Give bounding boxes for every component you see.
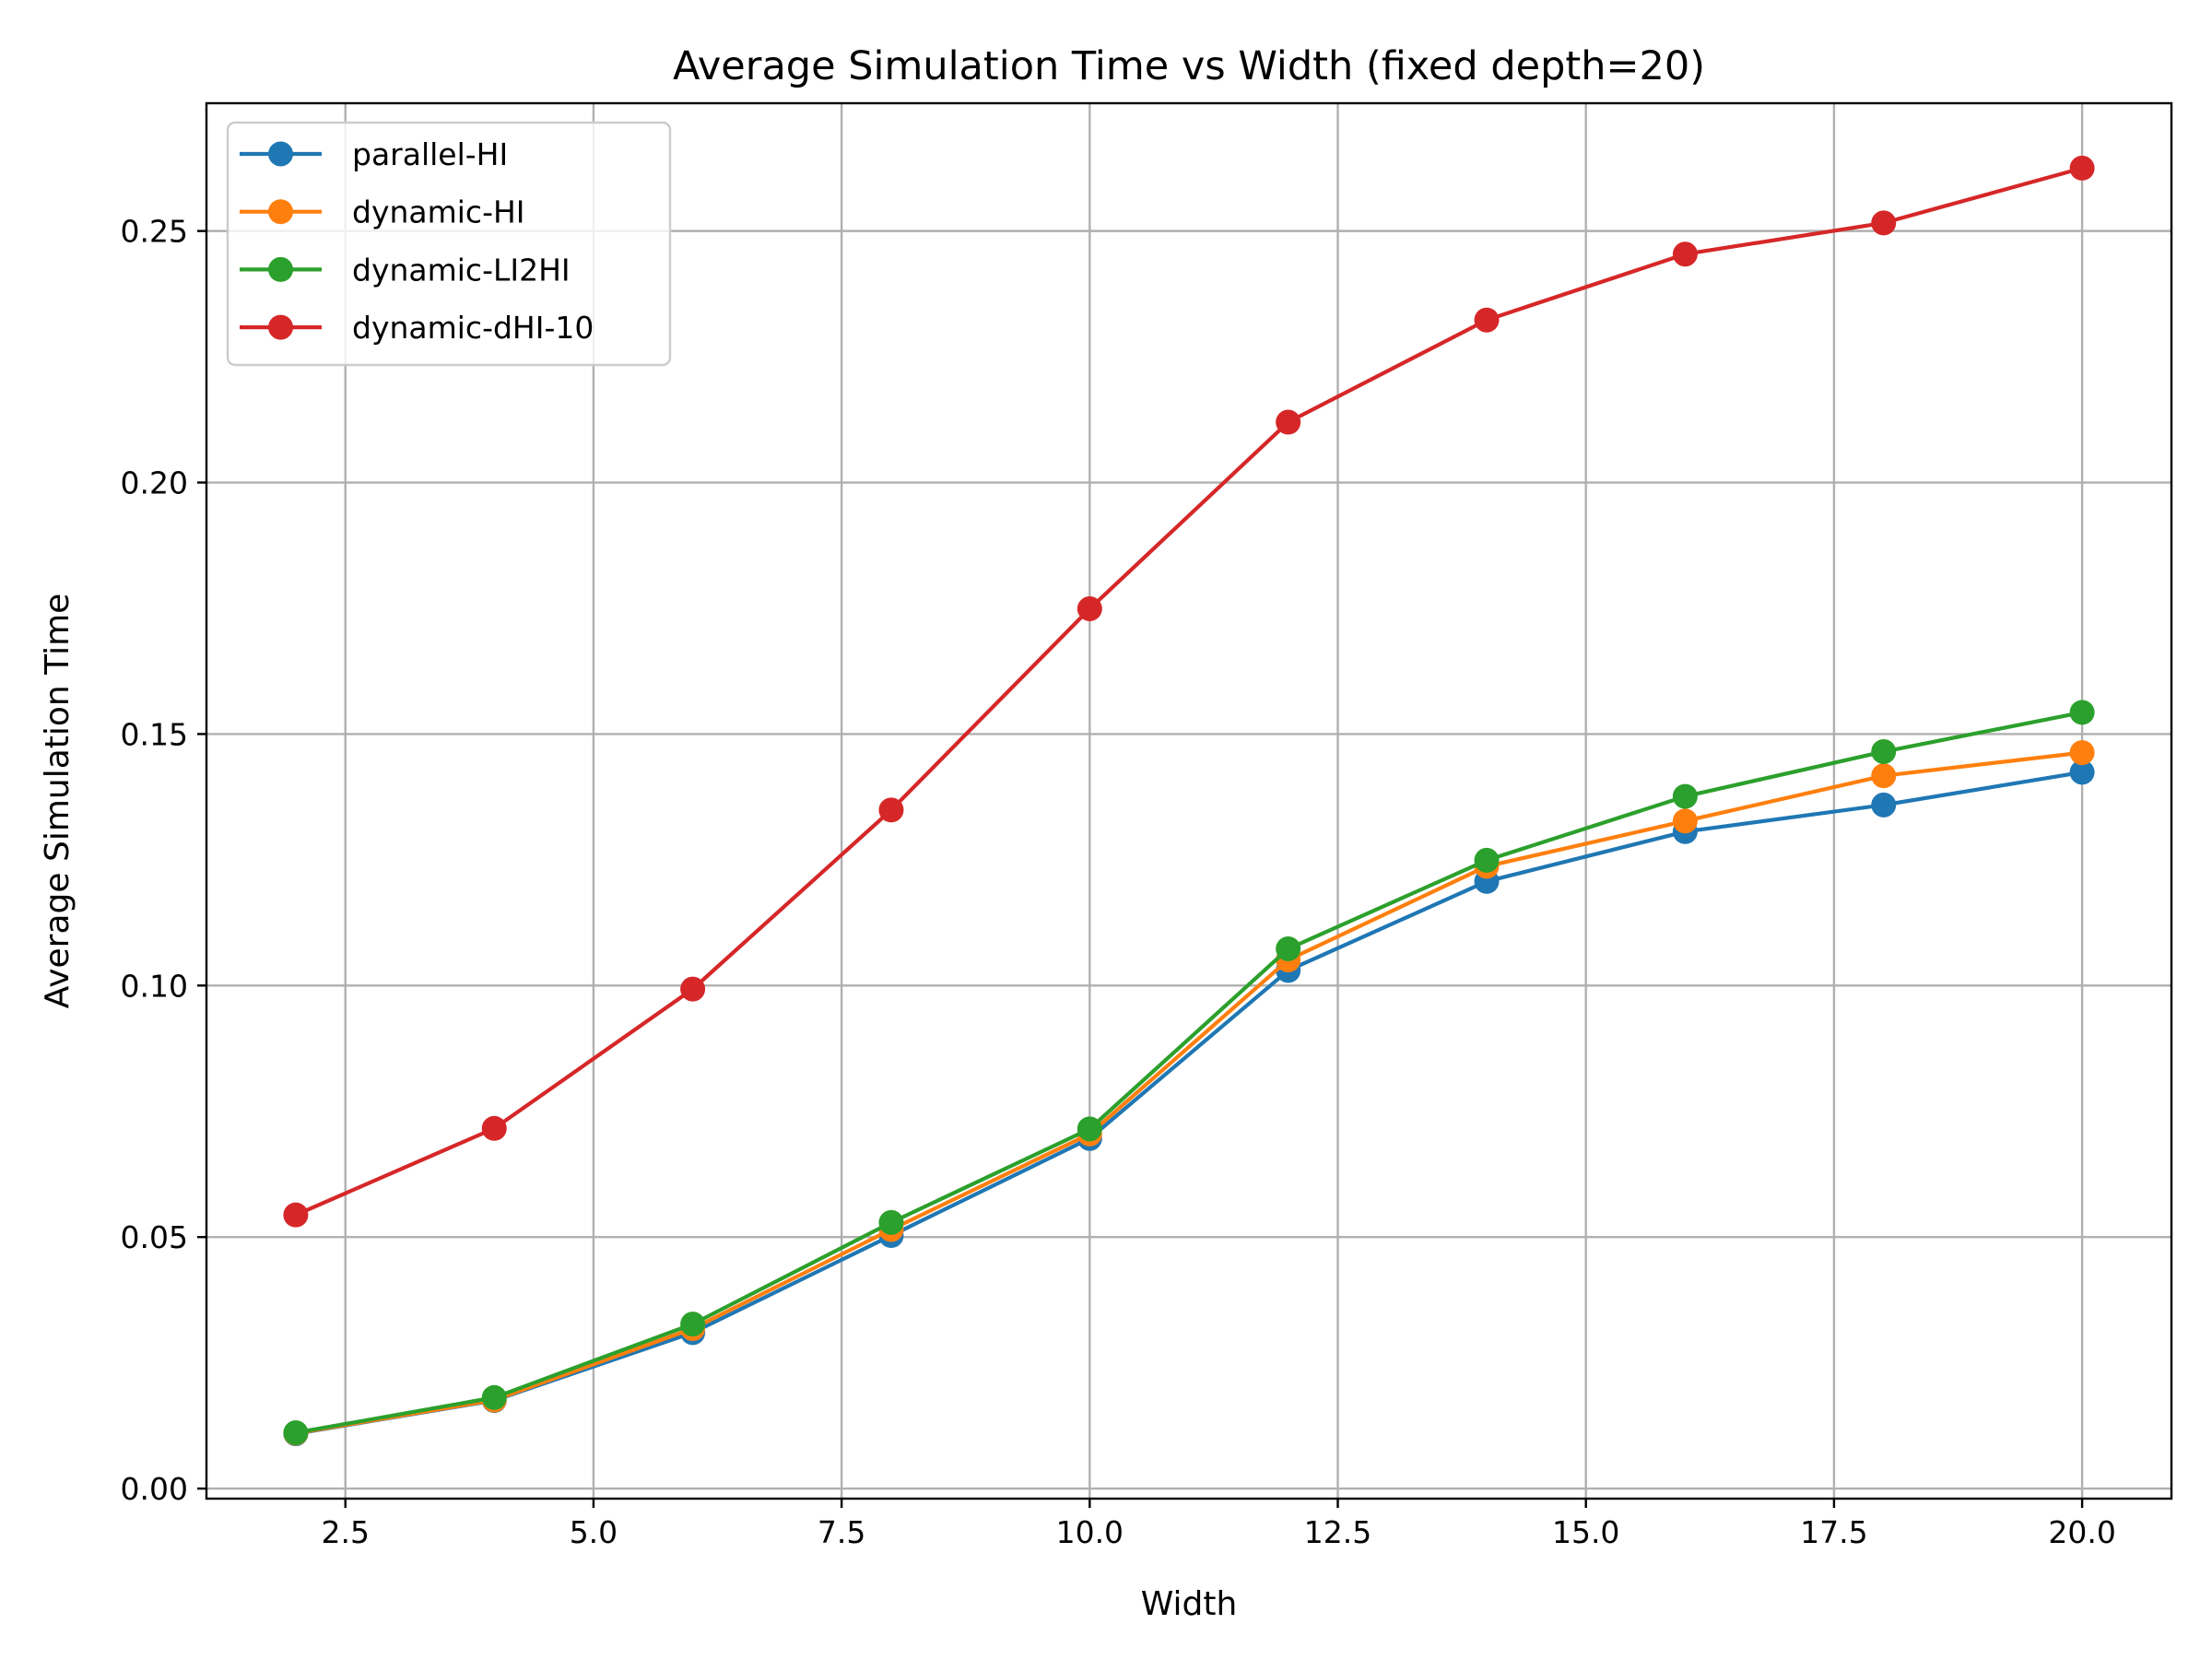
legend-marker-icon <box>268 256 293 282</box>
x-tick-label: 2.5 <box>322 1514 370 1550</box>
data-point <box>1672 808 1698 834</box>
legend-item: dynamic-LI2HI <box>240 252 571 288</box>
data-point <box>1077 1116 1102 1142</box>
data-point <box>1474 847 1500 873</box>
legend-label: dynamic-LI2HI <box>352 252 571 288</box>
data-point <box>2069 700 2095 725</box>
legend-box <box>226 121 672 367</box>
series-line-parallel-HI <box>293 770 2085 1437</box>
data-point <box>1672 241 1698 267</box>
legend-marker-icon <box>268 141 293 167</box>
x-axis-ticks: 2.5 5.0 7.5 10.0 12.5 15.0 17.5 20.0 <box>322 1499 2116 1550</box>
y-tick-label: 0.10 <box>121 968 188 1004</box>
data-point <box>2069 740 2095 766</box>
series-layer <box>283 155 2095 1447</box>
axes-frame <box>205 101 2173 1500</box>
data-point <box>680 1312 706 1337</box>
legend-item: dynamic-dHI-10 <box>240 310 594 346</box>
data-point <box>1672 783 1698 809</box>
data-point <box>1276 935 1301 961</box>
y-tick-label: 0.05 <box>121 1219 188 1255</box>
legend-marker-icon <box>268 314 293 340</box>
x-tick-label: 10.0 <box>1056 1514 1124 1550</box>
data-point <box>1276 409 1301 435</box>
data-point <box>481 1384 507 1410</box>
data-point <box>481 1115 507 1141</box>
data-point <box>2069 155 2095 181</box>
y-axis-label: Average Simulation Time <box>39 594 76 1009</box>
x-tick-label: 15.0 <box>1552 1514 1619 1550</box>
data-point <box>878 797 904 823</box>
data-point <box>1871 210 1897 236</box>
data-point <box>2069 759 2095 785</box>
x-tick-label: 5.0 <box>570 1514 618 1550</box>
data-point <box>1077 596 1102 622</box>
chart-title: Average Simulation Time vs Width (fixed … <box>673 43 1705 89</box>
series-line-dynamic-HI <box>293 750 2085 1436</box>
x-tick-label: 12.5 <box>1304 1514 1371 1550</box>
data-point <box>1871 763 1897 789</box>
x-tick-label: 7.5 <box>818 1514 865 1550</box>
legend-item: parallel-HI <box>240 136 508 172</box>
data-point <box>680 976 706 1002</box>
y-tick-label: 0.15 <box>121 716 188 752</box>
data-point <box>283 1202 309 1228</box>
series-dynamic-LI2HI <box>283 700 2095 1446</box>
x-axis-label: Width <box>1141 1585 1238 1623</box>
grid <box>206 103 2171 1499</box>
legend-marker-icon <box>268 199 293 225</box>
series-dynamic-dHI-10 <box>283 155 2095 1228</box>
y-axis-ticks: 0.00 0.05 0.10 0.15 0.20 0.25 <box>121 214 206 1507</box>
y-tick-label: 0.25 <box>121 214 188 250</box>
data-point <box>878 1209 904 1235</box>
legend-item: dynamic-HI <box>240 194 525 230</box>
data-point <box>283 1420 309 1446</box>
data-point <box>1474 307 1500 333</box>
legend-label: dynamic-dHI-10 <box>352 310 594 346</box>
legend-label: parallel-HI <box>352 136 508 172</box>
data-point <box>1871 792 1897 818</box>
legend-label: dynamic-HI <box>352 194 525 230</box>
y-tick-label: 0.20 <box>121 465 188 501</box>
data-point <box>1871 739 1897 765</box>
y-tick-label: 0.00 <box>121 1471 188 1507</box>
series-line-dynamic-LI2HI <box>293 710 2085 1435</box>
series-line-dynamic-dHI-10 <box>293 165 2085 1218</box>
x-tick-label: 20.0 <box>2048 1514 2115 1550</box>
legend: parallel-HI dynamic-HI dynamic-LI2HI dynami… <box>226 121 672 367</box>
x-tick-label: 17.5 <box>1800 1514 1867 1550</box>
